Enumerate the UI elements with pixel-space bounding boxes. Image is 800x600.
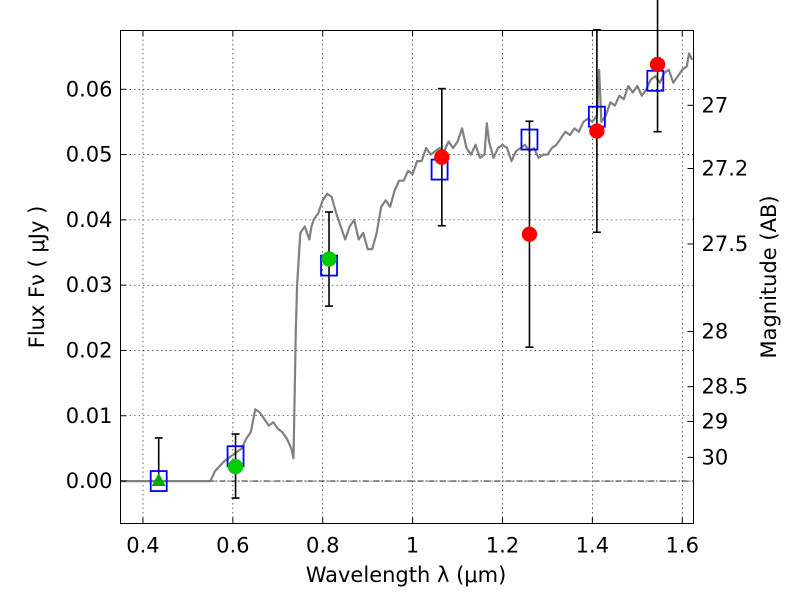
y-tick-label: 0.03 [66,273,113,297]
y-tick-label: 0.05 [66,143,113,167]
x-tick-label: 1.6 [666,534,699,558]
y-tick-label: 0.06 [66,77,113,101]
mag-tick-label: 30 [702,445,729,469]
y-axis-label: Flux Fν ( μJy ) [25,206,49,349]
y2-axis-label: Magnitude (AB) [757,195,781,358]
markers [149,56,666,492]
x-axis-label: Wavelength λ (μm) [306,563,507,587]
observed-point [321,251,337,267]
plot-frame [120,30,694,524]
plot-area [120,30,694,524]
x-tick-label: 0.4 [126,534,159,558]
model-spectrum [120,52,694,483]
mag-tick-label: 29 [702,410,729,434]
x-tick-label: 0.6 [216,534,249,558]
y-tick-label: 0.01 [66,404,113,428]
model-photometry-point [149,470,168,492]
observed-point [521,226,538,242]
observed-point [227,458,244,475]
mag-tick-label: 27 [702,93,729,117]
x-tick-label: 1.2 [486,534,519,558]
x-tick-label: 0.8 [306,534,339,558]
mag-tick-label: 27.2 [702,157,749,181]
mag-tick-label: 28 [702,319,729,343]
mag-tick-label: 27.5 [702,232,749,256]
y-tick-label: 0.04 [66,208,113,232]
observed-point [649,56,666,73]
x-tick-label: 1 [406,534,419,558]
mag-tick-label: 28.5 [702,375,749,399]
y-tick-label: 0.00 [66,469,113,493]
y-tick-label: 0.02 [66,338,113,362]
spectrum-line [120,52,694,483]
ticks [120,30,694,524]
observed-point [589,123,605,139]
model-photometry-point [520,128,539,151]
tick-labels: 0.4 0.6 0.8 1 1.2 1.4 1.6 0.00 0.01 0.02 0.03 0.04 0… [66,77,749,557]
upper-limit-point [151,473,166,487]
x-tick-label: 1.4 [576,534,609,558]
observed-point [434,149,450,165]
